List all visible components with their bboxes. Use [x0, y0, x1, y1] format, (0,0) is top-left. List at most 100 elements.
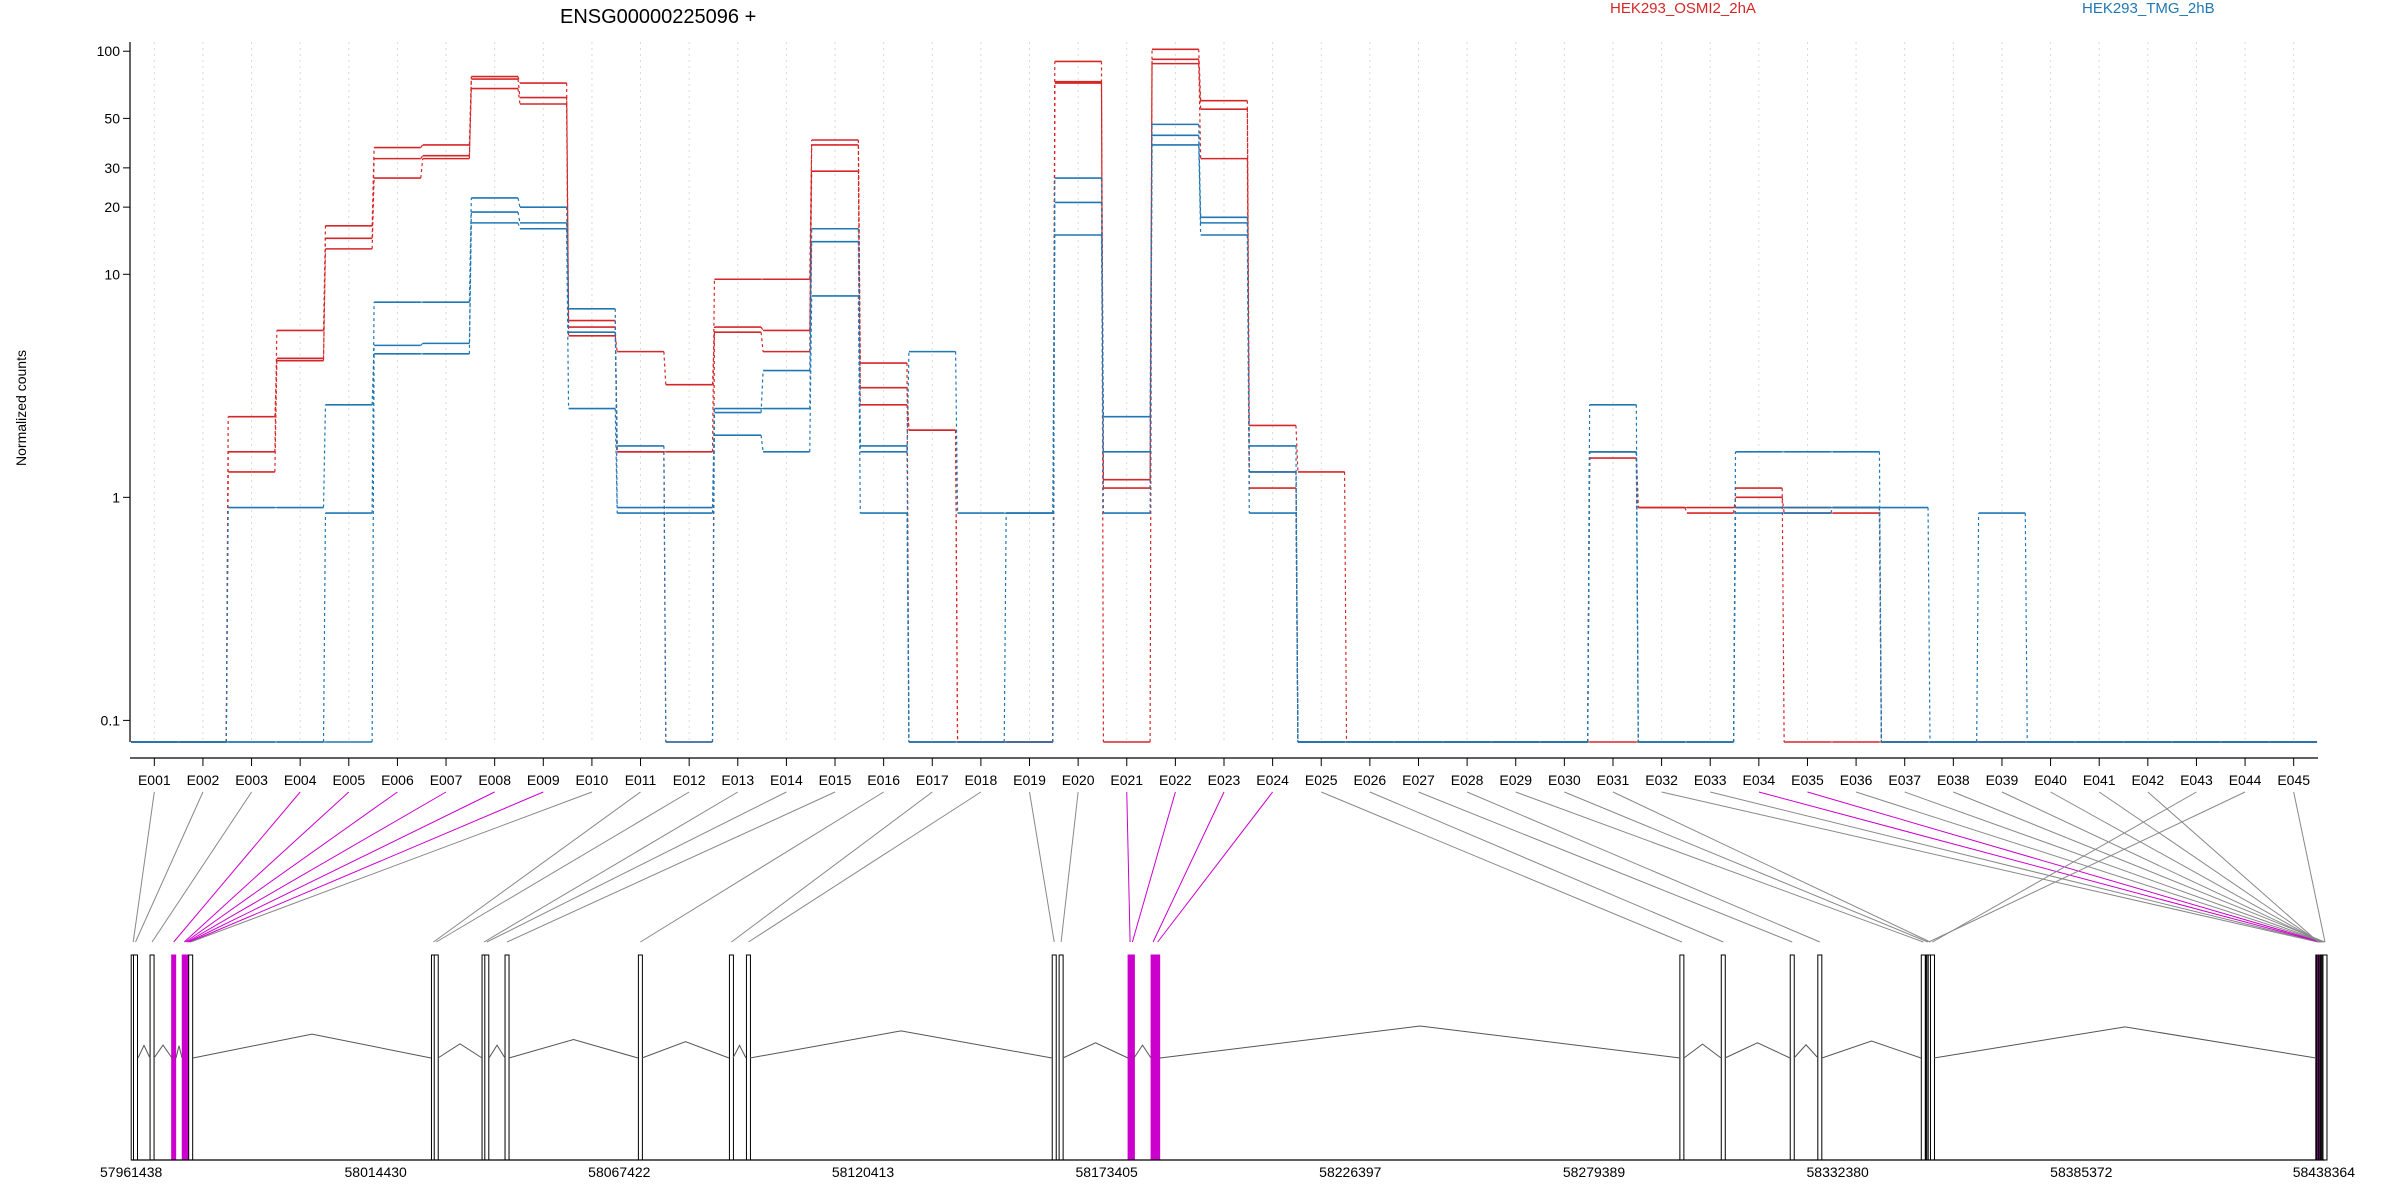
x-tick-label-e022: E022: [1159, 772, 1192, 788]
y-tick-label: 50: [104, 110, 120, 126]
x-tick-label-e007: E007: [430, 772, 463, 788]
intron-arc: [732, 1044, 747, 1059]
series-connector: [809, 139, 813, 280]
x-tick-label-e027: E027: [1402, 772, 1435, 788]
y-tick-label: 10: [104, 266, 120, 282]
x-tick-label-e021: E021: [1110, 772, 1143, 788]
intron-arc: [641, 1041, 730, 1059]
series-connector: [760, 326, 764, 331]
y-axis: 0.1 1 10 20 30 50 100: [97, 42, 131, 742]
series-connector: [1198, 59, 1202, 159]
connector-e044: [1928, 791, 2246, 943]
series-connector: [1100, 235, 1105, 514]
intron-arc: [192, 1033, 432, 1059]
exon-box-e025: [1679, 954, 1685, 1161]
intron-arc: [488, 1044, 506, 1059]
connector-e038: [1953, 791, 2325, 943]
connector-e040: [2050, 791, 2321, 943]
series-connector: [1198, 124, 1202, 223]
exon-box-e029: [1920, 954, 1926, 1161]
exon-box-e027: [1789, 954, 1795, 1161]
series-connector: [1295, 445, 1299, 743]
intron-arc: [153, 1044, 173, 1059]
intron-arc: [137, 1044, 151, 1059]
connector-e018: [748, 791, 982, 943]
series-connector: [906, 404, 910, 431]
coordinate-label: 58385372: [2050, 1164, 2113, 1180]
connector-e002: [135, 791, 204, 943]
connector-e028: [1466, 791, 1821, 943]
series-connector: [809, 144, 813, 331]
connector-e006: [185, 791, 398, 943]
coordinate-label: 58014430: [345, 1164, 408, 1180]
series-connector: [1635, 451, 1639, 743]
intron-arc: [1159, 1025, 1681, 1059]
series-connector: [1149, 135, 1153, 452]
x-tick-label-e017: E017: [916, 772, 949, 788]
y-tick-label: 0.1: [101, 712, 121, 728]
connector-e010: [190, 791, 593, 943]
x-tick-label-e008: E008: [478, 772, 511, 788]
intron-arc: [1133, 1044, 1152, 1059]
x-tick-label-e040: E040: [2034, 772, 2067, 788]
connector-e012: [435, 791, 690, 943]
exon-box-e004: [171, 954, 177, 1161]
coordinate-label: 58279389: [1563, 1164, 1626, 1180]
coordinate-label: 58438364: [2293, 1164, 2356, 1180]
connector-e039: [2001, 791, 2323, 943]
gene-model: [130, 954, 2328, 1161]
x-tick-label-e041: E041: [2083, 772, 2116, 788]
x-tick-label-e016: E016: [867, 772, 900, 788]
connector-e027: [1418, 791, 1793, 943]
connector-e009: [189, 791, 544, 943]
x-tick-label-e005: E005: [332, 772, 365, 788]
coordinate-label: 58226397: [1319, 1164, 1382, 1180]
series-connector: [1100, 178, 1105, 452]
series-connector: [614, 335, 618, 352]
connector-e017: [731, 791, 933, 943]
connector-e016: [640, 791, 884, 943]
connector-e004: [173, 791, 301, 943]
connector-e034: [1758, 791, 2321, 943]
series-connector: [1198, 63, 1202, 110]
coordinate-label: 58120413: [832, 1164, 895, 1180]
series-connector: [809, 295, 813, 452]
series-4: [130, 144, 2318, 743]
connector-e013: [483, 791, 739, 943]
series-connector: [517, 76, 521, 84]
x-tick-label-e045: E045: [2277, 772, 2310, 788]
connector-e031: [1612, 791, 1931, 943]
x-tick-label-e042: E042: [2131, 772, 2164, 788]
exon-box-e018: [745, 954, 751, 1161]
series-connector: [663, 351, 667, 385]
series-connector: [1052, 178, 1056, 514]
x-tick-label-e023: E023: [1208, 772, 1241, 788]
intron-arc: [508, 1039, 639, 1059]
connector-e014: [486, 791, 787, 943]
connector-e032: [1661, 791, 2318, 943]
x-tick-label-e011: E011: [625, 772, 657, 788]
x-tick-label-e009: E009: [527, 772, 560, 788]
connector-e029: [1515, 791, 1924, 943]
x-tick-label-e024: E024: [1256, 772, 1289, 788]
x-tick-label-e030: E030: [1548, 772, 1581, 788]
series-connector: [371, 302, 375, 514]
connector-e019: [1029, 791, 1055, 943]
series-connector: [371, 353, 375, 743]
series-connector: [274, 330, 278, 452]
connector-e026: [1369, 791, 1724, 943]
exon-box-e024: [1155, 954, 1161, 1161]
connector-e011: [433, 791, 641, 943]
connector-e042: [2147, 791, 2319, 943]
series-connector: [711, 279, 716, 452]
x-tick-label-e001: E001: [138, 772, 171, 788]
x-tick-label-e031: E031: [1597, 772, 1630, 788]
series-connector: [2024, 513, 2028, 743]
series-connector: [1343, 471, 1348, 743]
series-connector: [614, 332, 618, 446]
x-tick-label-e044: E044: [2229, 772, 2262, 788]
exon-box-e012: [433, 954, 439, 1161]
series-connector: [1781, 497, 1785, 514]
connector-e007: [186, 791, 447, 943]
series-connector: [760, 435, 764, 452]
